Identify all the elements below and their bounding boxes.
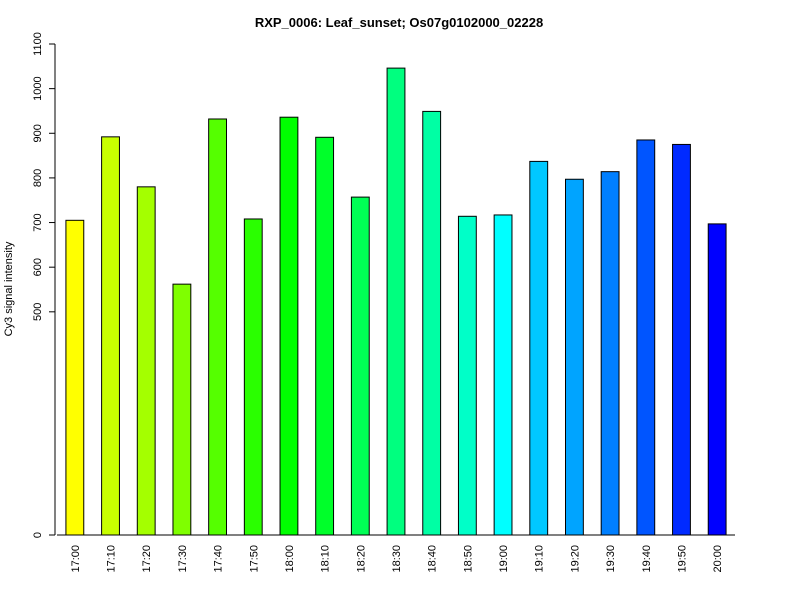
x-tick-label: 18:00: [284, 545, 296, 573]
y-tick-label: 500: [32, 303, 44, 321]
x-tick-label: 18:30: [391, 545, 403, 573]
bar-1740: [208, 118, 228, 536]
bar-1840: [422, 110, 442, 536]
bar-1700: [65, 219, 85, 536]
y-tick-label: 800: [32, 169, 44, 187]
bar-1950: [672, 143, 691, 536]
bar-1850: [457, 215, 477, 536]
bar-1720: [136, 186, 156, 536]
bar-1900: [493, 214, 513, 536]
x-tick-label: 19:00: [498, 545, 510, 573]
bar-1930: [600, 171, 620, 536]
bar-2000: [707, 223, 727, 536]
bar-1820: [350, 196, 370, 536]
bar-1730: [172, 283, 192, 536]
x-tick-label: 17:50: [248, 545, 260, 573]
chart-title: RXP_0006: Leaf_sunset; Os07g0102000_0222…: [255, 15, 543, 30]
bar-1810: [315, 136, 335, 536]
x-tick-label: 17:00: [70, 545, 82, 573]
x-tick-label: 19:20: [569, 545, 581, 573]
y-tick-label: 1000: [32, 76, 44, 100]
y-axis-label: Cy3 signal intensity: [3, 241, 15, 336]
x-tick-label: 20:00: [712, 545, 724, 573]
y-tick-label: 700: [32, 213, 44, 231]
x-tick-label: 17:40: [213, 545, 225, 573]
x-tick-label: 18:50: [462, 545, 474, 573]
x-axis: 17:00 17:10 17:20 17:30 17:40 17:50 18:00 18:10…: [57, 534, 735, 573]
bar-1800: [279, 116, 299, 536]
x-tick-label: 19:10: [534, 545, 546, 573]
bar-1910: [529, 160, 549, 536]
x-tick-label: 17:20: [141, 545, 153, 573]
bar-1940: [636, 139, 656, 536]
y-tick-label: 900: [32, 124, 44, 142]
x-tick-label: 19:40: [641, 545, 653, 573]
bar-1920: [565, 178, 584, 536]
bar-1750: [243, 218, 263, 536]
y-tick-label: 1100: [32, 32, 44, 56]
x-tick-label: 18:40: [427, 545, 439, 573]
bar-1830: [386, 67, 406, 536]
bars-group: [65, 67, 727, 536]
x-tick-label: 18:10: [320, 545, 332, 573]
x-tick-label: 18:20: [355, 545, 367, 573]
x-tick-label: 19:50: [676, 545, 688, 573]
y-tick-label: 0: [32, 532, 44, 538]
bar-1710: [101, 136, 120, 536]
x-tick-label: 19:30: [605, 545, 617, 573]
y-axis: 0 500 600 700 800 900 1000 1100: [32, 32, 56, 538]
x-tick-label: 17:10: [106, 545, 118, 573]
x-tick-label: 17:30: [177, 545, 189, 573]
y-tick-label: 600: [32, 258, 44, 276]
